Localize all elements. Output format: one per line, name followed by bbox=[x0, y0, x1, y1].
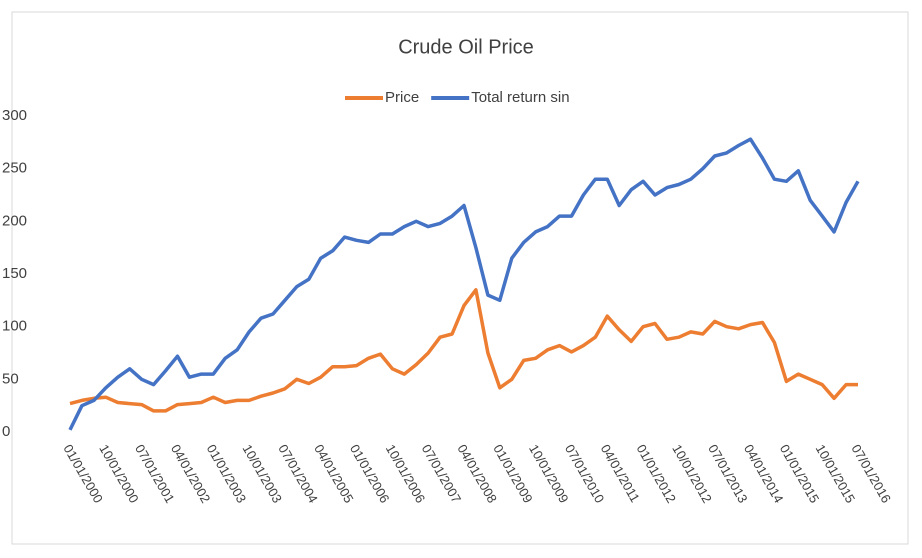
legend-label: Price bbox=[385, 89, 419, 106]
y-tick-label: 0 bbox=[2, 423, 10, 440]
chart-title: Crude Oil Price bbox=[398, 36, 534, 58]
y-tick-label: 150 bbox=[2, 265, 27, 282]
y-tick-label: 100 bbox=[2, 318, 27, 335]
y-tick-label: 200 bbox=[2, 212, 27, 229]
y-tick-label: 50 bbox=[2, 370, 19, 387]
data-line bbox=[68, 137, 860, 431]
chart-frame bbox=[11, 11, 909, 545]
y-tick-label: 300 bbox=[2, 107, 27, 124]
y-tick-label: 250 bbox=[2, 160, 27, 177]
legend-label: Total return sin bbox=[471, 89, 569, 106]
data-line bbox=[69, 288, 858, 413]
